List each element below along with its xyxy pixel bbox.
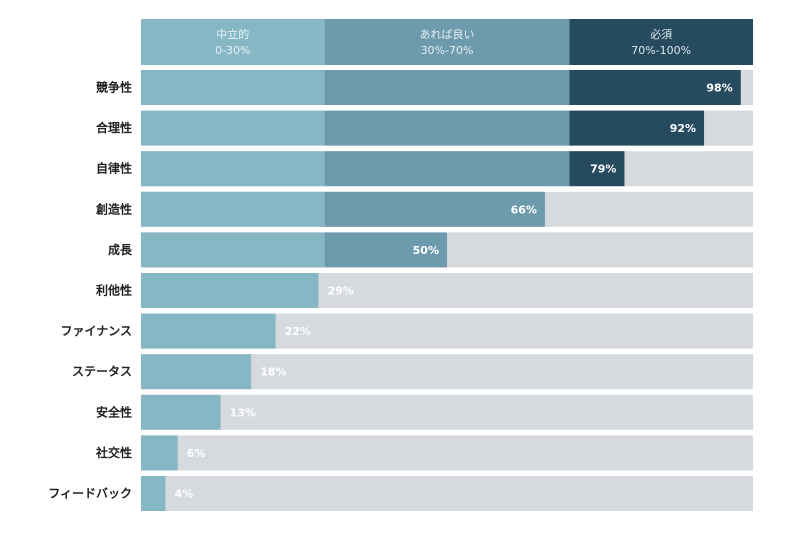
- bar-row: ステータス 18%: [72, 354, 753, 390]
- value-label: 29%: [327, 285, 353, 298]
- value-label: 6%: [187, 447, 206, 460]
- bar-segment-0: [141, 191, 325, 227]
- bar-segment-0: [141, 354, 252, 390]
- category-label: ファイナンス: [60, 324, 132, 338]
- category-label: 成長: [108, 242, 133, 257]
- bar-row: 合理性 92%: [96, 110, 753, 146]
- bar-segment-0: [141, 394, 221, 430]
- bar-track: [141, 476, 753, 511]
- bar-segment-2: [569, 151, 625, 187]
- band-range-2: 70%-100%: [631, 44, 691, 57]
- bar-segment-2: [569, 70, 741, 105]
- bar-row: 成長 50%: [108, 232, 753, 268]
- bar-row: 競争性 98%: [96, 70, 753, 105]
- bar-segment-1: [324, 110, 570, 146]
- value-label: 79%: [590, 163, 616, 176]
- bar-segment-1: [324, 70, 570, 105]
- bar-row: ファイナンス 22%: [60, 313, 753, 349]
- band-header-0: [141, 19, 325, 65]
- category-label: 社交性: [95, 445, 132, 460]
- band-title-1: あれば良い: [420, 27, 475, 41]
- value-label: 4%: [174, 488, 193, 501]
- bar-segment-0: [141, 110, 325, 146]
- bar-row: 社交性 6%: [95, 435, 753, 471]
- band-title-0: 中立的: [216, 27, 249, 41]
- value-label: 22%: [285, 325, 311, 338]
- bar-segment-0: [141, 435, 178, 471]
- category-label: 創造性: [95, 201, 132, 216]
- bar-row: 創造性 66%: [95, 191, 753, 227]
- bar-row: フィードバック 4%: [48, 476, 753, 511]
- category-label: フィードバック: [48, 487, 132, 501]
- bar-segment-0: [141, 70, 325, 105]
- category-label: 競争性: [96, 80, 132, 95]
- bar-segment-0: [141, 273, 319, 308]
- band-title-2: 必須: [650, 28, 672, 41]
- category-label: ステータス: [72, 365, 132, 379]
- bar-row: 利他性 29%: [96, 273, 753, 308]
- bar-track: [141, 394, 753, 430]
- band-header: 中立的 0-30% あれば良い 30%-70% 必須 70%-100%: [141, 19, 753, 65]
- bar-segment-0: [141, 232, 325, 268]
- band-header-1: [324, 19, 570, 65]
- band-range-1: 30%-70%: [421, 44, 474, 57]
- value-label: 92%: [670, 122, 696, 135]
- bar-row: 安全性 13%: [96, 394, 753, 430]
- value-label: 50%: [413, 244, 439, 257]
- value-label: 66%: [511, 203, 537, 216]
- band-header-2: [569, 19, 753, 65]
- category-label: 自律性: [96, 161, 132, 176]
- value-label: 13%: [230, 406, 256, 419]
- category-label: 安全性: [96, 404, 132, 419]
- value-label: 98%: [706, 82, 732, 95]
- bar-segment-1: [324, 232, 447, 268]
- band-range-0: 0-30%: [215, 44, 250, 57]
- category-label: 合理性: [96, 120, 132, 135]
- bar-segment-0: [141, 151, 325, 187]
- category-label: 利他性: [96, 283, 132, 298]
- bar-track: [141, 435, 753, 471]
- bar-segment-1: [324, 151, 570, 187]
- bar-segment-0: [141, 313, 276, 349]
- value-label: 18%: [260, 366, 286, 379]
- bar-segment-1: [324, 191, 545, 227]
- bar-rows: 競争性 98% 合理性 92% 自律性 79% 創造性 66% 成長 50% 利他性 29% ファイナン…: [48, 70, 753, 511]
- bar-segment-2: [569, 110, 705, 146]
- bar-row: 自律性 79%: [96, 151, 753, 187]
- bar-segment-0: [141, 476, 166, 511]
